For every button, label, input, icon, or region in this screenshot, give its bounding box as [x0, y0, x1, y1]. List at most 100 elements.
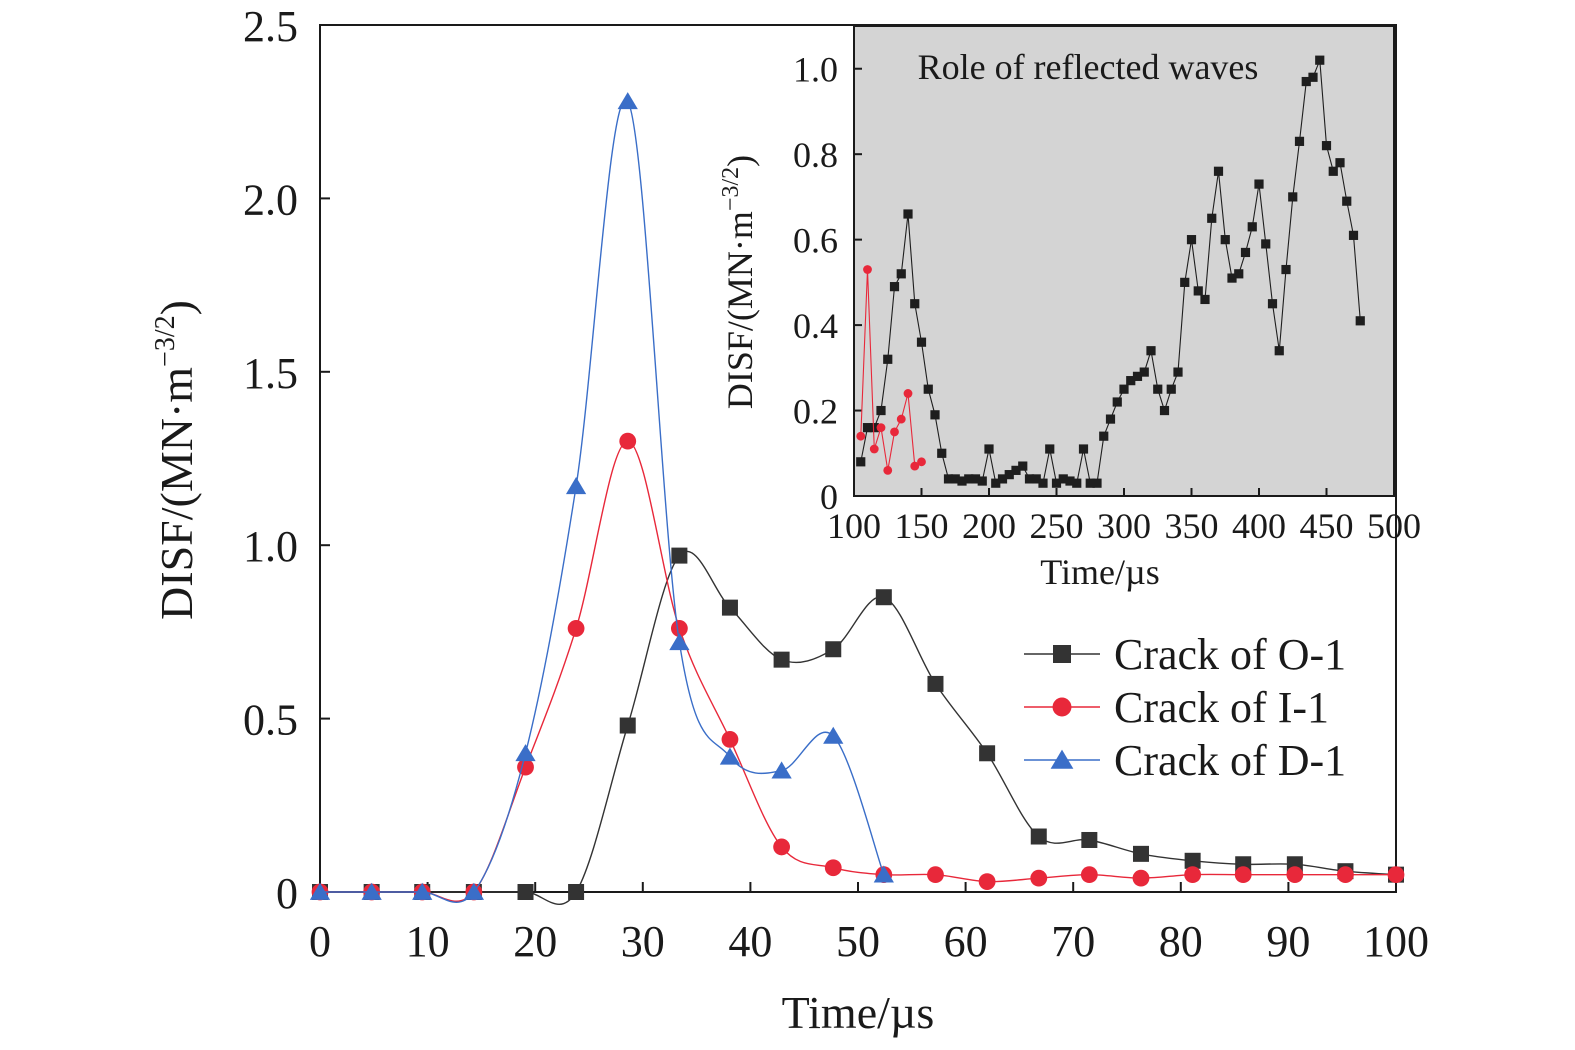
legend-marker [1052, 697, 1072, 717]
data-point [1184, 866, 1202, 884]
inset-x-tick-label: 250 [1030, 506, 1084, 546]
inset-x-tick-label: 150 [895, 506, 949, 546]
inset-data-point [1139, 367, 1149, 377]
inset-data-point [1024, 474, 1035, 484]
inset-data-point [903, 209, 913, 219]
data-point [824, 859, 842, 877]
x-tick-label: 80 [1159, 917, 1203, 966]
inset-data-point [1180, 277, 1190, 287]
data-point [671, 547, 688, 564]
inset-data-point [862, 423, 873, 433]
inset-data-point [876, 405, 886, 416]
inset-data-point [1018, 461, 1028, 471]
inset-data-point [1051, 478, 1062, 488]
data-point [619, 432, 637, 450]
inset-data-point [1254, 179, 1264, 189]
inset-axes [853, 67, 1395, 497]
inset-data-point [1247, 222, 1257, 232]
data-point [1234, 866, 1252, 884]
inset-x-tick-label: 200 [962, 506, 1016, 546]
inset-data-point [896, 414, 906, 424]
y-tick-label: 2.5 [243, 2, 298, 51]
x-tick-label: 70 [1051, 917, 1095, 966]
inset-data-point [957, 476, 967, 486]
inset-data-point [1301, 76, 1311, 87]
inset-y-tick-label: 0.6 [793, 221, 838, 261]
inset-data-point [1092, 478, 1102, 488]
inset-data-point [856, 431, 866, 441]
x-tick-label: 10 [406, 917, 450, 966]
inset-data-point [1105, 414, 1116, 424]
inset-x-tick-label: 300 [1097, 506, 1151, 546]
data-point [617, 92, 638, 110]
data-point [773, 651, 790, 668]
inset-data-point [1240, 247, 1251, 258]
y-axis-title-main: DISF/(MN·m [151, 367, 202, 620]
inset-data-point [1281, 264, 1291, 275]
inset-x-tick-label: 500 [1367, 506, 1421, 546]
inset-data-point [1267, 299, 1278, 309]
data-point [1132, 869, 1150, 887]
inset-data-point [997, 474, 1008, 484]
data-point [1337, 866, 1354, 884]
inset-background [853, 25, 1395, 497]
data-point [412, 882, 433, 900]
inset-data-point [950, 474, 960, 484]
data-point [1080, 866, 1098, 884]
inset-y-axis-title: DISF/(MN·m−3/2) [718, 155, 760, 409]
data-point [771, 761, 792, 779]
x-tick-label: 0 [309, 917, 331, 966]
legend-marker [1050, 749, 1074, 769]
x-tick-label: 90 [1266, 917, 1310, 966]
data-point [517, 758, 534, 776]
data-point [978, 873, 996, 890]
inset-data-point [943, 474, 954, 484]
data-point [565, 477, 587, 495]
inset-data-point [1085, 478, 1095, 488]
inset-data-point [964, 474, 974, 484]
main-series [309, 92, 1405, 905]
inset-data-point [1045, 444, 1055, 454]
inset-data-point [1119, 384, 1129, 394]
inset-plot: 100 150 200 250 300 350 400 450 500 0 0.2 0.4 0.6 0.8… [718, 25, 1421, 592]
data-point [719, 747, 741, 765]
inset-y-tick-label: 0.2 [793, 392, 838, 432]
inset-data-point [1193, 286, 1203, 296]
data-point [721, 599, 738, 616]
y-axis-title: DISF/(MN·m−3/2) [150, 300, 202, 620]
inset-data-point [1335, 158, 1345, 168]
inset-data-point [1011, 465, 1021, 475]
inset-data-point [991, 478, 1001, 488]
inset-data-point [916, 337, 927, 347]
inset-data-point [923, 384, 933, 394]
inset-data-point [1065, 476, 1075, 486]
inset-y-axis-title-close: ) [720, 155, 760, 167]
inset-data-point [903, 389, 913, 398]
data-point [517, 884, 534, 900]
inset-data-point [1004, 470, 1014, 480]
data-point [875, 589, 892, 606]
inset-tick-labels: 100 150 200 250 300 350 400 450 500 0 0.2 0.4 0.6 0.8… [793, 50, 1421, 546]
inset-data-point [1207, 213, 1217, 223]
inset-data-point [890, 427, 899, 437]
inset-data-point [1200, 294, 1210, 305]
legend-label: Crack of I-1 [1114, 683, 1329, 732]
inset-data-point [1342, 196, 1352, 206]
inset-data-point [1173, 367, 1183, 377]
data-point [1184, 852, 1201, 869]
x-tick-label: 30 [621, 917, 665, 966]
inset-x-axis-title: Time/µs [1040, 552, 1159, 592]
y-tick-label: 0 [276, 869, 298, 918]
data-point [1081, 831, 1098, 848]
inset-y-axis-title-main: DISF/(MN·m [720, 211, 760, 409]
inset-data-point [1261, 239, 1271, 249]
inset-data-point [1220, 235, 1230, 245]
inset-data-point [910, 299, 920, 309]
data-point [873, 865, 894, 883]
inset-data-point [883, 354, 893, 364]
inset-data-point [1159, 405, 1170, 416]
x-tick-label: 100 [1363, 917, 1429, 966]
inset-data-point [869, 444, 879, 454]
